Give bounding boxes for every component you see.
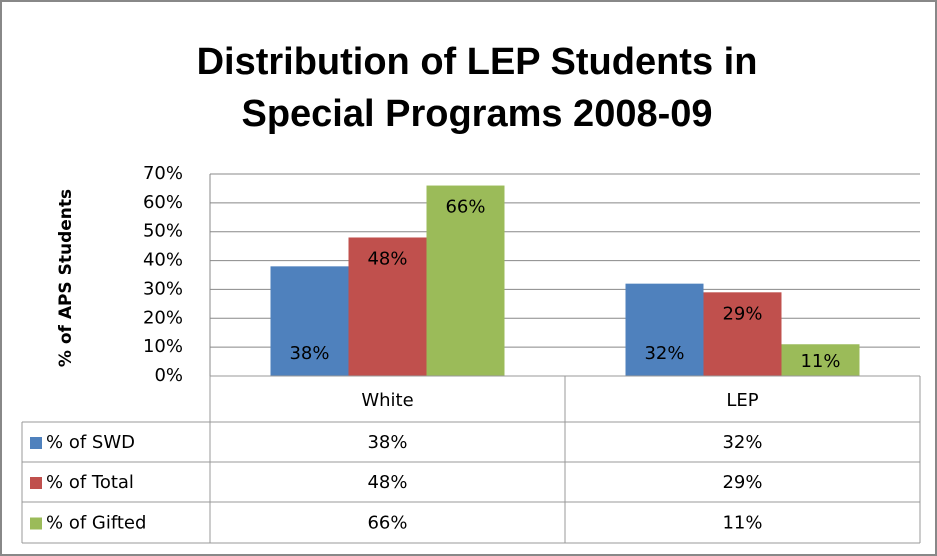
table-cell: 66% — [367, 513, 407, 534]
value-label: 48% — [367, 248, 407, 269]
bar — [426, 185, 505, 376]
table-cell: 38% — [367, 432, 407, 453]
x-tick-label: White — [361, 390, 413, 411]
y-tick-label: 70% — [143, 163, 183, 184]
y-tick-label: 10% — [143, 336, 183, 357]
legend-label: % of Gifted — [46, 513, 146, 534]
y-tick-label: 40% — [143, 250, 183, 271]
y-tick-label: 50% — [143, 221, 183, 242]
legend-label: % of Total — [46, 472, 134, 493]
bar — [270, 266, 349, 376]
table-cell: 11% — [722, 513, 762, 534]
legend-swatch — [30, 477, 42, 489]
value-label: 66% — [445, 197, 485, 218]
bar — [348, 237, 427, 376]
bar — [625, 283, 704, 376]
table-cell: 32% — [722, 432, 762, 453]
y-tick-label: 60% — [143, 192, 183, 213]
chart-title: Distribution of LEP Students in Special … — [196, 41, 758, 135]
value-label: 29% — [722, 303, 762, 324]
value-label: 32% — [644, 343, 684, 364]
y-tick-label: 0% — [154, 365, 183, 386]
value-label: 11% — [800, 351, 840, 372]
y-tick-label: 30% — [143, 278, 183, 299]
table-cell: 48% — [367, 472, 407, 493]
value-label: 38% — [289, 343, 329, 364]
table-cell: 29% — [722, 472, 762, 493]
bar — [781, 344, 860, 376]
legend-label: % of SWD — [46, 432, 135, 453]
bar — [703, 292, 782, 376]
legend-swatch — [30, 517, 42, 530]
y-tick-label: 20% — [143, 307, 183, 328]
legend-swatch — [30, 437, 42, 449]
x-tick-label: LEP — [726, 390, 758, 411]
y-axis-title: % of APS Students — [56, 189, 76, 367]
